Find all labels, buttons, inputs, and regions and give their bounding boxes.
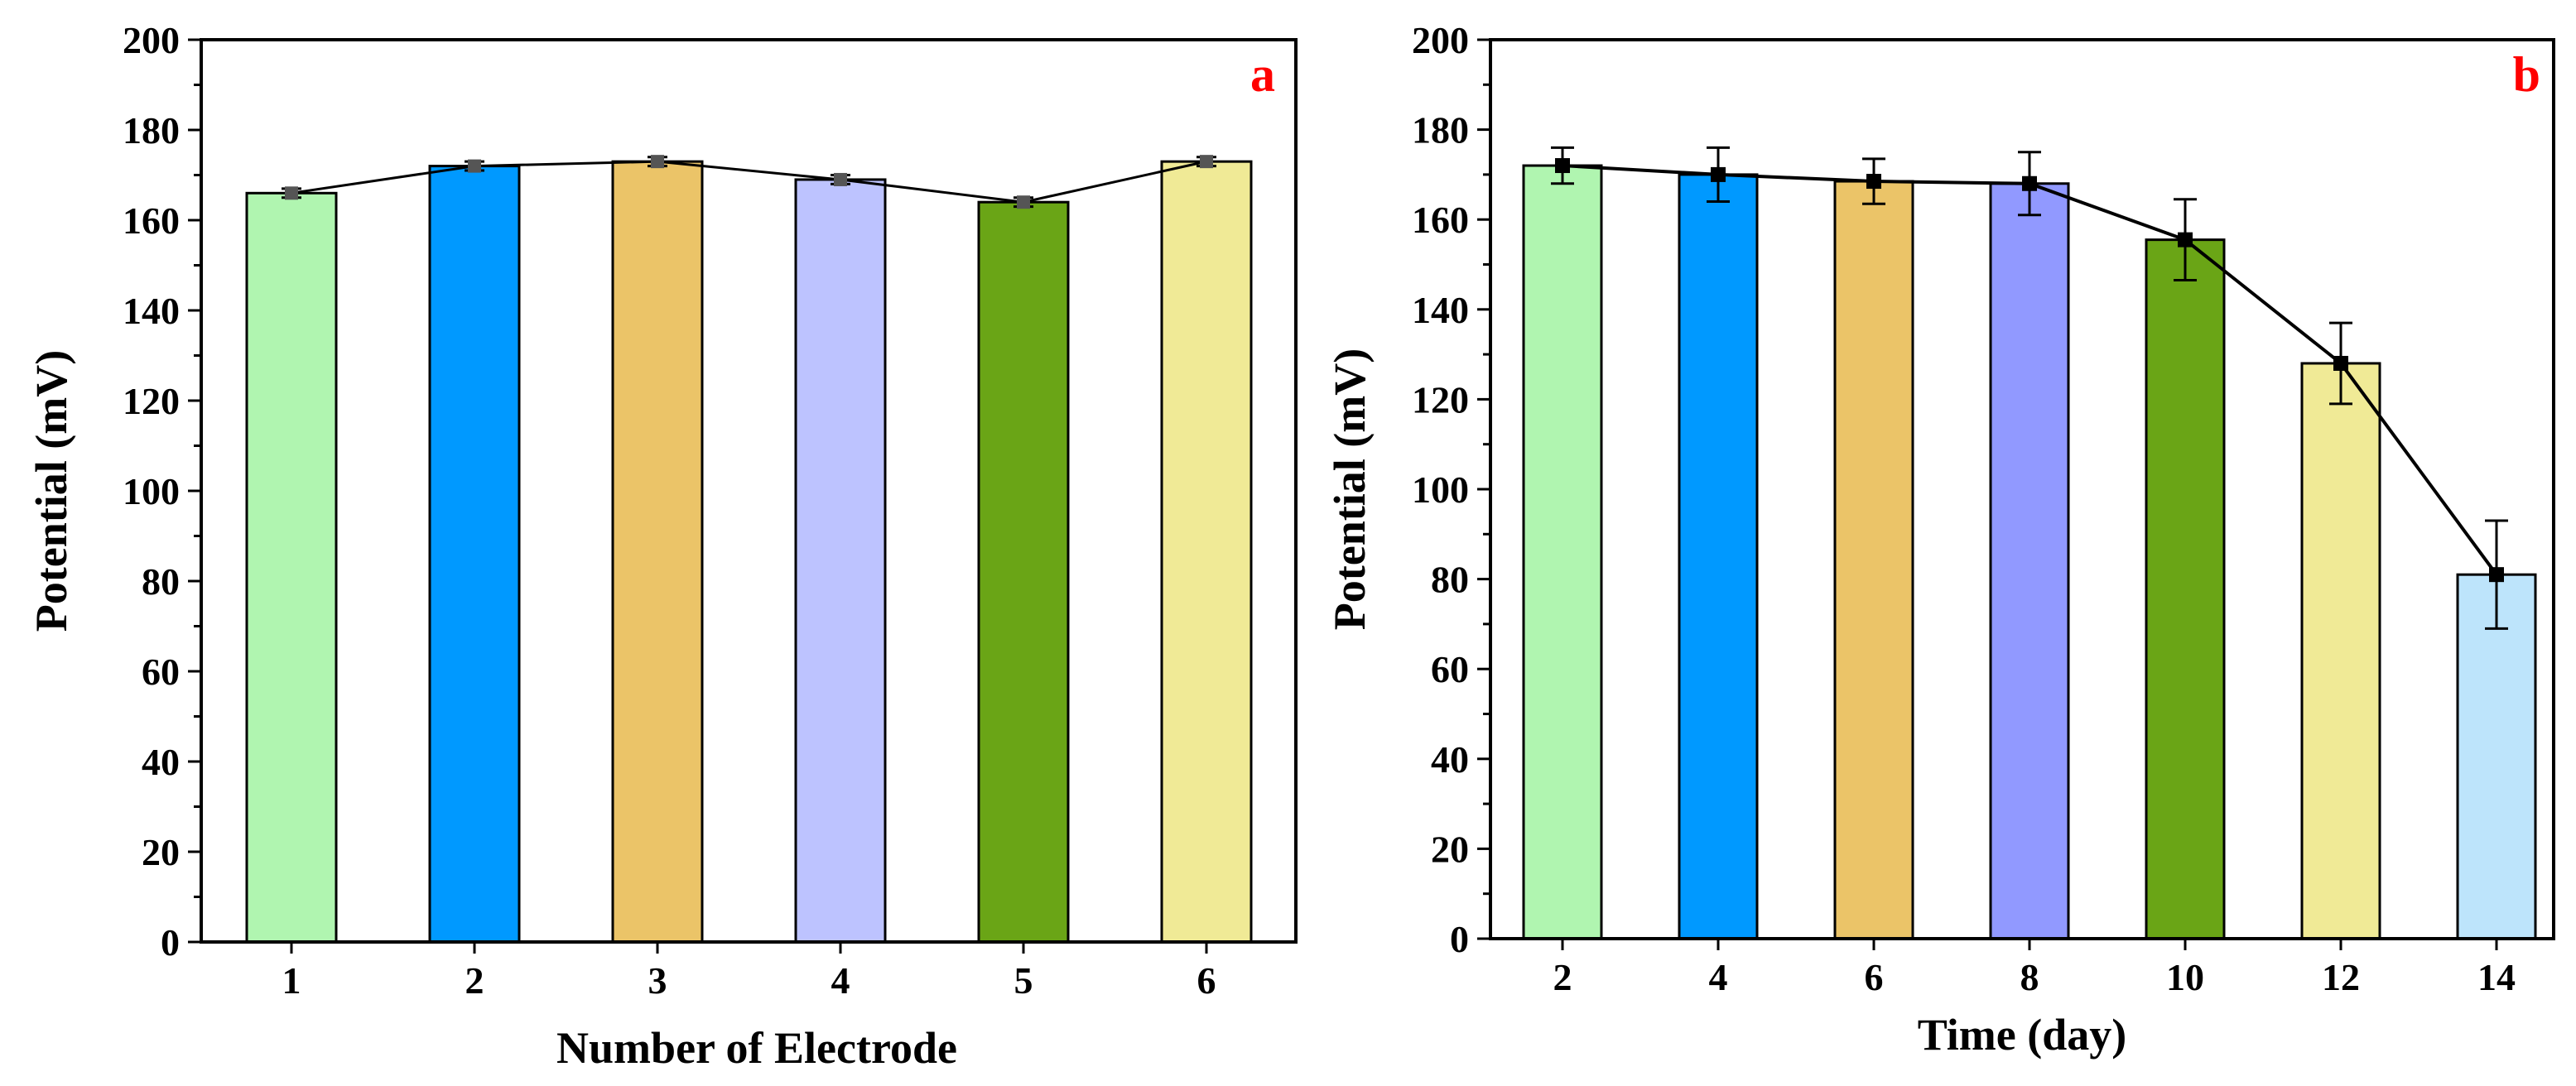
panel-a-yticks: 0 20 40 60 80 100 120 140 160 180 200 (123, 19, 201, 963)
panel-a-ytick-label: 100 (123, 470, 180, 512)
panel-b-bars (1522, 164, 2537, 940)
panel-a-ytick-label: 120 (123, 380, 180, 422)
panel-b-point-12 (2333, 355, 2348, 371)
panel-b-ytick-label: 60 (1431, 648, 1469, 690)
panel-a-frame (200, 38, 1298, 944)
panel-a-point-6 (1200, 155, 1213, 169)
panel-a-xtick-label: 6 (1197, 959, 1216, 1002)
panel-b-xtick-label: 14 (2477, 956, 2516, 998)
panel-b-bar-10 (2145, 238, 2226, 940)
panel-a-ytick-label: 80 (142, 560, 180, 603)
panel-a-bars (245, 160, 1253, 944)
panel-b-bar-4 (1678, 173, 1759, 940)
panel-b-ytick-label: 100 (1412, 469, 1469, 511)
panel-a-ytick-label: 180 (123, 109, 180, 151)
panel-a-xtick-label: 5 (1014, 959, 1033, 1002)
panel-b-yticks: 0 20 40 60 80 100 120 140 160 180 200 (1412, 19, 1490, 960)
panel-b-bar-2 (1522, 164, 1603, 940)
panel-a-ytick-label: 200 (123, 19, 180, 61)
panel-b-ytick-label: 160 (1412, 199, 1469, 241)
panel-a-xtick-label: 4 (831, 959, 850, 1002)
panel-a-ytick-label: 40 (142, 741, 180, 783)
panel-a-bar-1 (245, 191, 338, 944)
panel-b-point-8 (2022, 175, 2037, 191)
panel-a: 0 20 40 60 80 100 120 140 160 180 200 1 2 3 4 5 6 Poten… (26, 19, 1298, 1073)
panel-b-ytick-label: 200 (1412, 19, 1469, 61)
panel-b: 0 20 40 60 80 100 120 140 160 180 200 2 4 6 8 10 12 14 P… (1325, 19, 2555, 1060)
panel-b-xlabel: Time (day) (1918, 1010, 2127, 1060)
panel-a-bar-6 (1160, 160, 1253, 944)
panel-a-ytick-label: 140 (123, 290, 180, 332)
panel-b-xtick-label: 10 (2166, 956, 2204, 998)
panel-b-xticks: 2 4 6 8 10 12 14 (1553, 939, 2516, 998)
panel-b-point-4 (1711, 166, 1726, 182)
panel-b-xtick-label: 12 (2322, 956, 2360, 998)
panel-a-trend-line (291, 160, 1207, 204)
panel-a-bar-5 (977, 200, 1070, 944)
panel-a-label: a (1250, 47, 1275, 102)
panel-a-ytick-label: 60 (142, 651, 180, 693)
panel-b-xtick-label: 4 (1709, 956, 1728, 998)
panel-b-point-6 (1866, 174, 1881, 190)
panel-b-point-2 (1555, 158, 1570, 174)
panel-b-point-14 (2489, 567, 2504, 583)
panel-a-xtick-label: 2 (465, 959, 484, 1002)
panel-b-bar-6 (1833, 180, 1914, 940)
panel-a-bar-3 (611, 160, 704, 944)
panel-b-ytick-label: 40 (1431, 738, 1469, 781)
panel-a-point-3 (651, 155, 664, 169)
panel-b-bar-12 (2300, 362, 2381, 940)
panel-b-ytick-label: 0 (1450, 918, 1469, 960)
panel-a-markers (285, 155, 1213, 209)
panel-b-point-10 (2178, 232, 2193, 247)
panel-a-bar-4 (794, 178, 887, 944)
panel-a-point-5 (1017, 195, 1030, 209)
panel-a-ytick-label: 0 (161, 921, 180, 963)
panel-a-xlabel: Number of Electrode (556, 1023, 957, 1073)
panel-b-bar-8 (1989, 182, 2070, 940)
panel-b-ytick-label: 80 (1431, 559, 1469, 601)
panel-b-ylabel: Potential (mV) (1325, 348, 1375, 630)
panel-a-ytick-label: 160 (123, 199, 180, 242)
panel-a-point-2 (468, 159, 481, 173)
panel-a-ylabel: Potential (mV) (26, 350, 76, 632)
panel-b-label: b (2513, 47, 2540, 102)
panel-b-ytick-label: 120 (1412, 378, 1469, 420)
panel-b-markers (1555, 158, 2504, 583)
panel-a-xtick-label: 1 (282, 959, 301, 1002)
panel-a-point-4 (834, 172, 847, 186)
panel-a-xticks: 1 2 3 4 5 6 (282, 942, 1216, 1002)
panel-a-point-1 (285, 186, 298, 200)
panel-b-xtick-label: 6 (1865, 956, 1884, 998)
panel-b-ytick-label: 140 (1412, 289, 1469, 331)
panel-a-xtick-label: 3 (648, 959, 667, 1002)
panel-a-errorbars (282, 156, 1216, 209)
panel-b-xtick-label: 8 (2020, 956, 2039, 998)
panel-b-ytick-label: 20 (1431, 828, 1469, 870)
panel-b-bar-14 (2456, 573, 2537, 940)
panel-a-bar-2 (428, 165, 521, 944)
panel-a-ytick-label: 20 (142, 831, 180, 873)
panel-b-xtick-label: 2 (1553, 956, 1572, 998)
panel-b-ytick-label: 180 (1412, 109, 1469, 151)
